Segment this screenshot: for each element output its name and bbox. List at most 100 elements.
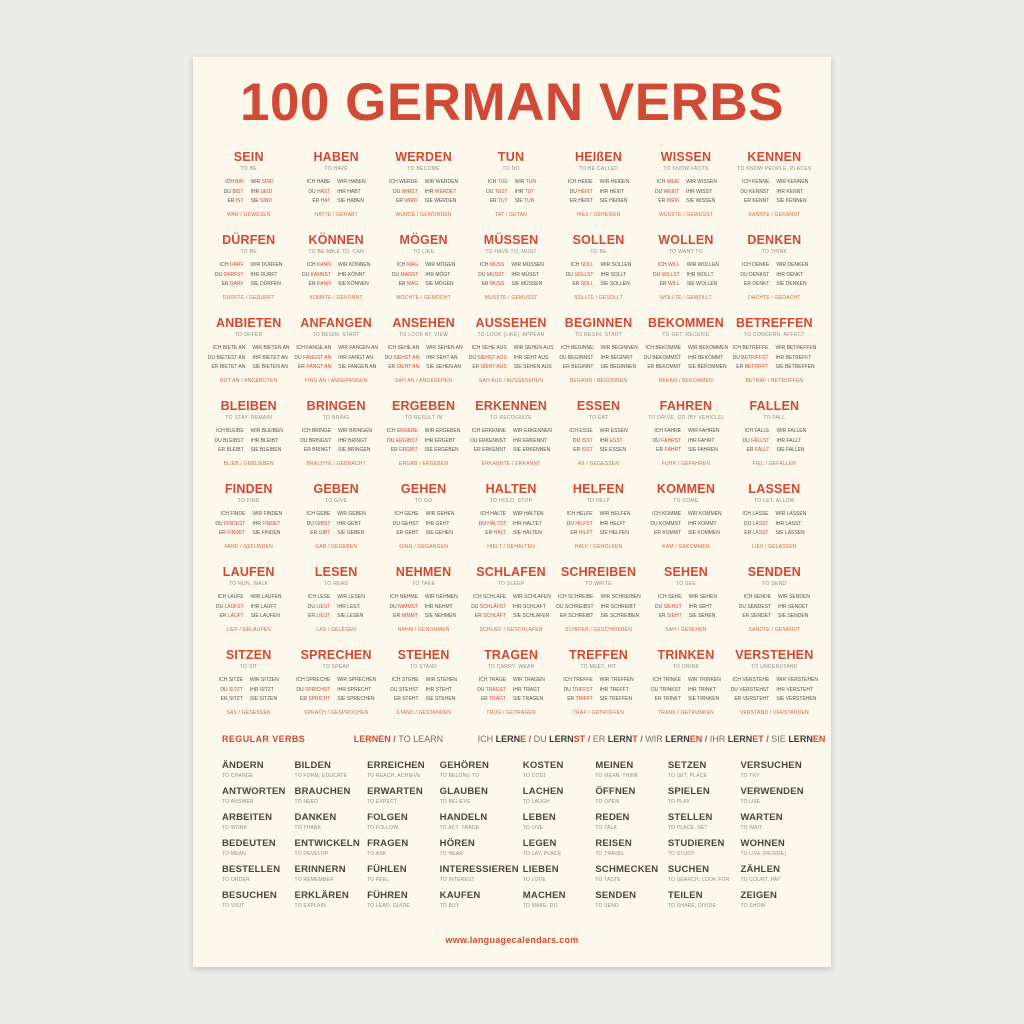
conjugation-form: WIR HELFEN [599, 511, 631, 517]
conjugation-form: DU BIST [223, 188, 244, 195]
conjugation-form: DU SIEHST AUS [468, 354, 507, 361]
conjugation-plural-column: WIR TRINKEN IHR TRINKT SIE TRINKEN [688, 676, 721, 705]
conjugation-form: DU ERKENNST [470, 437, 507, 444]
conjugation-form: DU DARFST [214, 271, 244, 278]
conjugation-singular-column: ICH FALLE DU FÄLLST ER FÄLLT [743, 427, 770, 456]
regular-verb-card-lachen: LACHEN TO LAUGH [523, 786, 592, 805]
verb-conjugation: ICH KANN DU KANNST ER KANN WIR KÖNNEN IHR KÖ… [293, 261, 378, 290]
conjugation-form: IHR FAHRT [688, 437, 715, 444]
conjugation-form: SIE MÜSSEN [511, 281, 543, 287]
conjugation-singular-column: ICH SITZE DU SITZT ER SITZT [219, 676, 243, 705]
text-segment: ICH [477, 734, 496, 744]
text-segment: DU [533, 734, 550, 744]
conjugation-form: ICH KANN [306, 262, 331, 268]
conjugation-form: ICH GEHE [394, 511, 419, 517]
verb-card-sehen: SEHEN TO SEE ICH SEHE DU SIEHST ER SIEHT WIR … [643, 565, 728, 635]
verb-conjugation: ICH GEBE DU GIBST ER GIBT WIR GEBEN IHR GEBT… [293, 510, 378, 539]
conjugation-form: DU SCHREIBST [556, 603, 594, 610]
verb-card-essen: ESSEN TO EAT ICH ESSE DU ISST ER ISST WIR ESS… [556, 399, 641, 469]
verb-conjugation: ICH BIETE AN DU BIETEST AN ER BIETET AN WIR… [206, 344, 291, 373]
conjugation-form: ER DARF [221, 281, 244, 287]
conjugation-form: WIR ESSEN [599, 428, 628, 434]
conjugation-form: ER BRINGT [303, 447, 332, 453]
conjugation-form: DU SPRICHST [296, 686, 331, 693]
verb-conjugation: ICH SEHE AN DU SIEHST AN ER SIEHT AN WIR SE… [381, 344, 466, 373]
conjugation-singular-column: ICH WERDE DU WIRST ER WIRD [389, 178, 418, 207]
irregular-form-highlight: BIST [232, 188, 244, 195]
verb-card-beginnen: BEGINNEN TO BEGIN, START ICH BEGINNE DU BEG… [556, 316, 641, 386]
conjugation-singular-column: ICH STEHE DU STEHST ER STEHT [390, 676, 418, 705]
regular-verb-name: KAUFEN [439, 890, 481, 901]
regular-verb-card-versuchen: VERSUCHEN TO TRY [740, 760, 809, 779]
conjugation-form: WIR BETREFFEN [775, 345, 817, 351]
conjugation-form: SIE WOLLEN [686, 281, 718, 287]
verb-translation: TO WRITE [585, 581, 612, 587]
conjugation-singular-column: ICH SCHREIBE DU SCHREIBST ER SCHREIBT [556, 593, 593, 622]
verb-conjugation: ICH HEIßE DU HEIßT ER HEIßT WIR HEIßEN IHR H… [556, 178, 641, 207]
verb-card-bleiben: BLEIBEN TO STAY, REMAIN ICH BLEIBE DU BLEIB… [206, 399, 291, 469]
conjugation-form: SIE MÖGEN [425, 281, 454, 287]
irregular-form-highlight: ISST [581, 447, 593, 453]
text-segment: TO LEARN [398, 734, 444, 744]
conjugation-form: DU SENDEST [738, 603, 771, 610]
conjugation-form: ICH MAG [396, 262, 419, 268]
conjugation-singular-column: ICH FAHRE DU FÄHRST ER FÄHRT [652, 427, 681, 456]
verb-name: DENKEN [747, 233, 802, 247]
regular-verb-card-studieren: STUDIEREN TO STUDY [668, 838, 737, 857]
conjugation-form: IHR DENKT [776, 271, 804, 278]
regular-verb-name: VERSUCHEN [740, 760, 802, 771]
conjugation-plural-column: WIR SEHEN IHR SEHT SIE SEHEN [689, 593, 717, 622]
text-segment: EN [812, 734, 826, 744]
irregular-form-highlight: KANN [316, 281, 331, 287]
regular-verb-name: ERREICHEN [367, 760, 425, 771]
conjugation-form: ICH LAUFE [217, 594, 244, 600]
verb-name: BEGINNEN [564, 316, 633, 330]
verb-conjugation: ICH FINDE DU FINDEST ER FINDET WIR FINDEN IH… [206, 510, 291, 539]
conjugation-singular-column: ICH BRINGE DU BRINGST ER BRINGT [300, 427, 331, 456]
conjugation-form: WIR TUN [514, 179, 537, 185]
conjugation-plural-column: WIR ERKENNEN IHR ERKENNT SIE ERKENNEN [513, 427, 552, 456]
conjugation-form: SIE FALLEN [776, 447, 805, 453]
conjugation-form: ER BEGINNT [562, 364, 594, 370]
verb-translation: TO HELP [586, 498, 611, 504]
conjugation-form: SIE SCHREIBEN [600, 613, 640, 619]
regular-verb-translation: TO LAY, PLACE [522, 850, 562, 857]
poster-title: 100 GERMAN VERBS [239, 73, 785, 132]
text-segment: LERN [665, 734, 690, 744]
conjugation-form: IHR BEGINNT [600, 354, 633, 361]
regular-verb-translation: TO VISIT [222, 902, 245, 909]
irregular-form-highlight: BETRIFFT [744, 364, 769, 370]
conjugation-form: SIE TUN [514, 198, 535, 204]
conjugation-form: WIR SOLLEN [600, 262, 632, 268]
irregular-form-highlight: MAGST [400, 271, 419, 278]
conjugation-form: ER HAT [312, 198, 331, 204]
verb-name: BRINGEN [306, 399, 366, 413]
regular-verb-translation: TO SHOW [740, 902, 766, 909]
conjugation-form: ICH ERKENNE [471, 428, 507, 434]
regular-verb-name: ÄNDERN [222, 760, 264, 771]
verb-name: DÜRFEN [222, 233, 276, 247]
conjugation-form: DU LÄUFST [215, 603, 244, 610]
verb-name: BEKOMMEN [648, 316, 724, 330]
verb-card-fallen: FALLEN TO FALL ICH FALLE DU FÄLLST ER FÄLLT W… [731, 399, 818, 469]
regular-verb-card-entwickeln: ENTWICKELN TO DEVELOP [295, 838, 364, 857]
irregular-form-highlight: SPRICHT [308, 696, 331, 702]
conjugation-form: WIR TRINKEN [687, 677, 721, 683]
regular-verb-name: BESUCHEN [222, 890, 277, 901]
conjugation-form: IHR FALLT [776, 437, 801, 444]
regular-verb-card-schmecken: SCHMECKEN TO TASTE [595, 864, 664, 883]
irregular-form-highlight: TRÄGST [485, 686, 507, 693]
verb-name: FINDEN [224, 482, 273, 496]
conjugation-form: ER ISST [573, 447, 593, 453]
irregular-form-highlight: FÄNGST AN [302, 354, 332, 361]
irregular-form-highlight: GIBT [318, 530, 331, 536]
conjugation-form: SIE BEKOMMEN [687, 364, 727, 370]
conjugation-singular-column: ICH BLEIBE DU BLEIBST ER BLEIBT [215, 427, 244, 456]
verb-card-geben: GEBEN TO GIVE ICH GEBE DU GIBST ER GIBT WIR G… [293, 482, 378, 552]
verb-translation: TO BE [240, 249, 257, 255]
regular-verb-card-bestellen: BESTELLEN TO ORDER [222, 864, 291, 883]
verb-name: KOMMEN [656, 482, 716, 496]
regular-verb-card-machen: MACHEN TO MAKE, DO [523, 890, 592, 909]
conjugation-form: IHR LASST [775, 520, 802, 527]
verb-translation: TO HOLD, STOP [489, 498, 533, 504]
